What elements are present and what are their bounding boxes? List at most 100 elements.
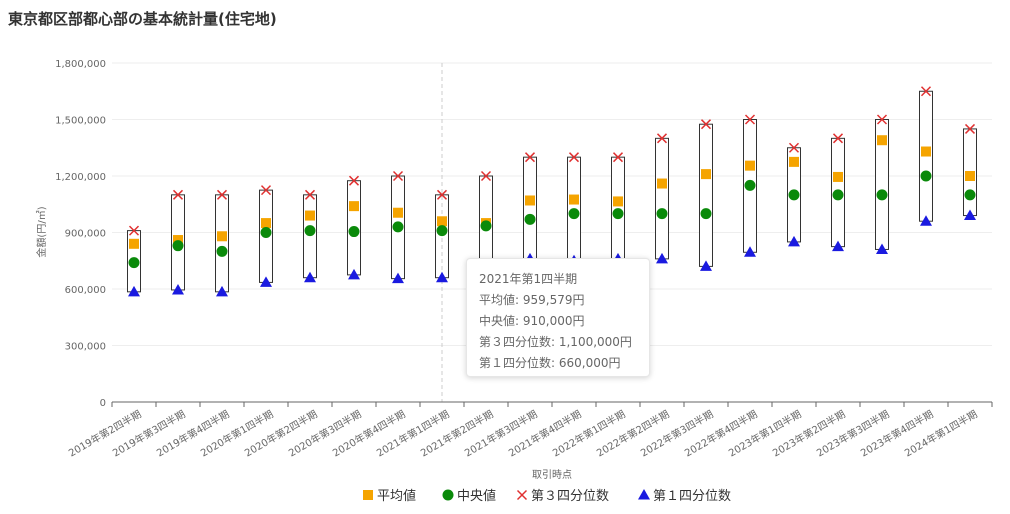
q1-marker — [788, 235, 800, 247]
mean-marker — [525, 195, 535, 206]
q1-marker — [392, 272, 404, 284]
mean-marker — [305, 210, 315, 221]
legend-item-mean: 平均値 — [363, 488, 416, 504]
y-tick-label: 1,500,000 — [55, 116, 106, 127]
median-marker — [656, 208, 668, 220]
box — [655, 137, 669, 260]
x-tick-label: 2020年第4四半期 — [330, 407, 407, 459]
tooltip-q3: 第３四分位数: 1,100,000円 — [479, 335, 632, 349]
y-tick-label: 0 — [100, 398, 106, 409]
x-tick-label: 2023年第4四半期 — [858, 407, 935, 459]
x-tick-label: 2020年第1四半期 — [198, 407, 275, 459]
q3-marker — [700, 119, 712, 130]
q3-marker — [304, 189, 316, 200]
tooltip-mean: 平均値: 959,579円 — [479, 293, 585, 307]
q3-marker — [920, 86, 932, 97]
x-tick-label: 2022年第2四半期 — [594, 407, 671, 459]
q3-marker — [392, 170, 404, 182]
q1-marker — [832, 240, 844, 252]
legend-item-median: 中央値 — [442, 488, 496, 504]
x-tick-label: 2023年第3四半期 — [814, 407, 891, 459]
q1-marker — [744, 246, 756, 257]
box — [611, 156, 625, 260]
tooltip-q1: 第１四分位数: 660,000円 — [479, 356, 621, 370]
q1-marker — [638, 489, 650, 500]
q1-marker — [656, 252, 668, 264]
mean-marker — [745, 160, 755, 171]
mean-marker — [569, 194, 579, 205]
median-marker — [172, 240, 184, 252]
q3-marker — [612, 152, 624, 163]
mean-marker — [363, 490, 373, 500]
tooltip: 2021年第1四半期 平均値: 959,579円 中央値: 910,000円 第… — [466, 258, 650, 377]
mean-marker — [657, 178, 667, 189]
q1-marker — [348, 268, 360, 280]
legend-label: 第３四分位数 — [531, 489, 609, 504]
median-marker — [216, 245, 228, 257]
mean-marker — [877, 135, 887, 146]
median-marker — [744, 179, 756, 191]
q1-marker — [304, 271, 316, 283]
y-tick-label: 600,000 — [65, 285, 106, 296]
y-tick-label: 300,000 — [65, 342, 106, 353]
mean-marker — [173, 235, 183, 246]
q1-marker — [876, 243, 888, 254]
x-axis — [111, 401, 993, 407]
x-tick-label: 2019年第3四半期 — [110, 407, 187, 459]
mean-marker — [789, 156, 799, 167]
y-tick-label: 900,000 — [65, 229, 106, 240]
median-marker — [480, 220, 492, 232]
x-tick-label: 2021年第1四半期 — [374, 407, 451, 459]
mean-marker — [921, 146, 931, 157]
x-tick-label: 2020年第2四半期 — [242, 407, 319, 459]
q3-marker — [216, 189, 228, 200]
q1-marker — [964, 209, 976, 221]
x-axis-label: 取引時点 — [532, 469, 572, 481]
q1-marker — [216, 285, 228, 297]
median-marker — [260, 227, 272, 238]
tooltip-median: 中央値: 910,000円 — [479, 314, 585, 328]
mean-marker — [261, 218, 271, 229]
q3-marker — [832, 133, 844, 144]
mean-marker — [129, 238, 139, 249]
q3-marker — [744, 114, 756, 125]
legend: 平均値 中央値 第３四分位数 第１四分位数 — [363, 488, 731, 504]
x-axis-ticks: 2019年第2四半期2019年第3四半期2019年第4四半期2020年第1四半期… — [66, 407, 979, 459]
mean-marker — [349, 201, 359, 212]
q1-marker — [260, 276, 272, 287]
x-tick-label: 2024年第1四半期 — [902, 407, 979, 459]
q3-marker — [436, 189, 448, 200]
x-tick-label: 2021年第4四半期 — [506, 407, 583, 459]
y-tick-label: 1,800,000 — [55, 59, 106, 70]
median-marker — [832, 189, 844, 201]
q3-marker — [964, 123, 976, 134]
q3-marker — [524, 152, 536, 163]
legend-item-q3: 第３四分位数 — [516, 489, 609, 504]
box — [215, 194, 229, 293]
median-marker — [788, 189, 800, 201]
mean-marker — [701, 169, 711, 180]
mean-marker — [393, 207, 403, 218]
tooltip-title: 2021年第1四半期 — [479, 272, 578, 286]
median-marker — [920, 170, 932, 182]
x-tick-label: 2023年第1四半期 — [726, 407, 803, 459]
q1-marker — [920, 215, 932, 226]
median-marker — [128, 257, 140, 269]
x-tick-label: 2019年第2四半期 — [66, 407, 143, 459]
median-marker — [612, 208, 624, 220]
chart-title: 東京都区部都心部の基本統計量(住宅地) — [8, 10, 277, 28]
legend-label: 第１四分位数 — [653, 489, 731, 504]
q3-marker — [260, 185, 272, 196]
y-axis-ticks: 0 300,000 600,000 900,000 1,200,000 1,500,000… — [55, 59, 106, 409]
legend-q3-marker — [516, 489, 528, 501]
x-tick-label: 2021年第2四半期 — [418, 407, 495, 459]
q1-marker — [128, 285, 140, 297]
x-tick-label: 2023年第2四半期 — [770, 407, 847, 459]
q1-marker — [436, 271, 448, 283]
box — [303, 194, 317, 279]
median-marker — [304, 225, 316, 237]
median-marker — [348, 226, 360, 238]
q1-marker — [172, 283, 184, 295]
box — [523, 156, 537, 260]
x-tick-label: 2022年第1四半期 — [550, 407, 627, 459]
